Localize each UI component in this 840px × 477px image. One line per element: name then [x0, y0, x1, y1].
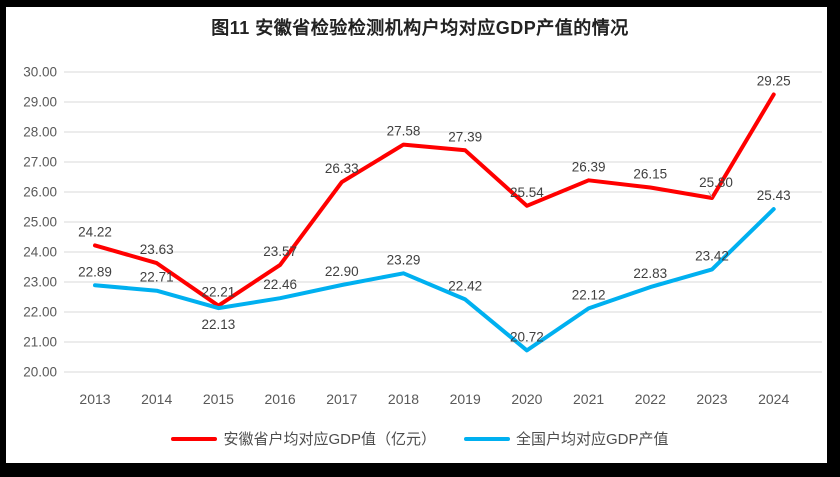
data-label-leader-line	[707, 190, 713, 198]
x-axis-tick-label: 2013	[79, 391, 110, 407]
x-axis-tick-label: 2020	[511, 391, 542, 407]
y-axis-tick-label: 29.00	[23, 95, 57, 110]
y-axis-tick-label: 30.00	[23, 65, 57, 80]
frame-border-right	[827, 7, 840, 463]
data-label: 25.54	[510, 185, 544, 200]
data-label: 26.33	[325, 161, 359, 176]
data-label: 22.13	[202, 317, 236, 332]
data-label: 27.58	[387, 124, 421, 139]
data-label: 25.80	[699, 175, 733, 190]
x-axis-tick-label: 2019	[450, 391, 481, 407]
data-label: 22.21	[202, 285, 236, 300]
legend-item-anhui: 安徽省户均对应GDP值（亿元）	[171, 428, 436, 449]
y-axis-tick-label: 23.00	[23, 275, 57, 290]
y-axis-tick-label: 26.00	[23, 185, 57, 200]
y-axis-tick-label: 22.00	[23, 305, 57, 320]
data-label: 27.39	[448, 129, 482, 144]
legend-swatch-blue-line	[464, 436, 510, 441]
frame-border-bottom	[0, 463, 840, 477]
x-axis-tick-label: 2021	[573, 391, 604, 407]
x-axis-tick-label: 2022	[635, 391, 666, 407]
data-label: 26.39	[572, 159, 606, 174]
x-axis-tick-label: 2024	[758, 391, 789, 407]
anhui-series-line	[93, 92, 776, 308]
national-series-line	[93, 207, 776, 353]
data-label: 22.71	[140, 270, 174, 285]
data-label: 22.42	[448, 278, 482, 293]
legend: 安徽省户均对应GDP值（亿元） 全国户均对应GDP产值	[0, 428, 840, 449]
x-axis-tick-label: 2023	[696, 391, 727, 407]
frame-border-left	[0, 7, 6, 463]
data-label: 22.46	[263, 277, 297, 292]
x-axis-tick-label: 2017	[326, 391, 357, 407]
x-axis-tick-label: 2016	[265, 391, 296, 407]
data-label: 29.25	[757, 74, 791, 89]
x-axis-tick-label: 2015	[203, 391, 234, 407]
data-label: 24.22	[78, 224, 112, 239]
data-label: 22.89	[78, 264, 112, 279]
data-label: 23.57	[263, 244, 297, 259]
data-label: 22.12	[572, 287, 606, 302]
legend-item-national: 全国户均对应GDP产值	[464, 428, 669, 449]
x-axis-tick-label: 2018	[388, 391, 419, 407]
frame-border-top	[0, 0, 840, 7]
legend-swatch-red-line	[171, 436, 218, 441]
y-axis-tick-label: 21.00	[23, 335, 57, 350]
data-label: 23.63	[140, 242, 174, 257]
y-axis-tick-label: 25.00	[23, 215, 57, 230]
legend-label-anhui: 安徽省户均对应GDP值（亿元）	[223, 431, 436, 448]
x-axis-tick-label: 2014	[141, 391, 172, 407]
y-axis-tick-label: 28.00	[23, 125, 57, 140]
data-label: 25.43	[757, 188, 791, 203]
chart-title: 图11 安徽省检验检测机构户均对应GDP产值的情况	[211, 18, 629, 38]
y-axis-tick-label: 24.00	[23, 245, 57, 260]
legend-label-national: 全国户均对应GDP产值	[516, 431, 669, 448]
y-axis-tick-label: 20.00	[23, 365, 57, 380]
y-axis-tick-label: 27.00	[23, 155, 57, 170]
data-label: 26.15	[633, 167, 667, 182]
data-label: 23.29	[387, 252, 421, 267]
data-label: 20.72	[510, 329, 544, 344]
data-label: 23.42	[695, 248, 729, 263]
data-label: 22.83	[633, 266, 667, 281]
data-label: 22.90	[325, 264, 359, 279]
